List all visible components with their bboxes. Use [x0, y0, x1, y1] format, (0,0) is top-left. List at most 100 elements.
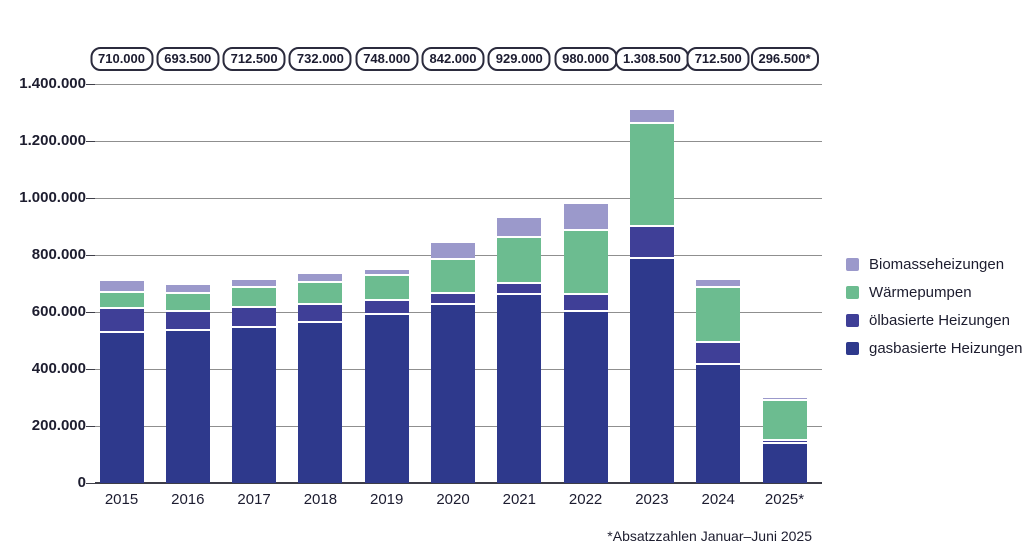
- y-grid-line: [95, 84, 822, 85]
- bar-segment-ölbasierte-2022: [563, 295, 608, 312]
- bar-segment-biomasseheizungen-2017: [232, 279, 277, 289]
- footnote: *Absatzzahlen Januar–Juni 2025: [607, 528, 812, 544]
- bar-segment-gasbasierte-2017: [232, 328, 277, 483]
- legend-label: ölbasierte Heizungen: [869, 312, 1010, 329]
- bar-segment-gasbasierte-2020: [431, 305, 475, 483]
- legend-swatch: [846, 258, 859, 271]
- bar-segment-ölbasierte-2020: [431, 293, 475, 306]
- bar-segment-biomasseheizungen-2024: [696, 279, 741, 288]
- bar-segment-wärmepumpen-2023: [629, 123, 674, 228]
- bar-segment-gasbasierte-2016: [165, 331, 210, 483]
- x-axis-line: [95, 482, 822, 484]
- bar-segment-ölbasierte-2015: [99, 308, 144, 333]
- bar-segment-gasbasierte-2019: [364, 314, 409, 483]
- bar-segment-wärmepumpen-2025: [762, 401, 807, 441]
- legend-swatch: [846, 314, 859, 327]
- x-tick-label-2025: 2025*: [764, 491, 805, 508]
- bar-segment-gasbasierte-2022: [563, 311, 608, 483]
- total-pill-2025: 296.500*: [750, 47, 819, 71]
- bar-segment-gasbasierte-2025: [762, 443, 807, 483]
- legend-label: Biomasseheizungen: [869, 256, 1005, 273]
- total-pill-2015: 710.000: [90, 47, 153, 71]
- legend-item: ölbasierte Heizungen: [846, 310, 1022, 331]
- legend: Biomasseheizungen Wärmepumpen ölbasierte H…: [846, 254, 1022, 366]
- y-grid-line: [95, 198, 822, 199]
- total-pill-2024: 712.500: [686, 47, 750, 71]
- bar-segment-wärmepumpen-2021: [497, 237, 542, 285]
- y-tick-mark: [86, 369, 95, 370]
- bar-segment-wärmepumpen-2022: [563, 230, 608, 296]
- bar-segment-gasbasierte-2015: [99, 332, 144, 483]
- bar-segment-ölbasierte-2023: [629, 227, 674, 259]
- y-tick-mark: [86, 255, 95, 256]
- bar-segment-gasbasierte-2023: [629, 258, 674, 483]
- bar-segment-biomasseheizungen-2021: [497, 218, 542, 238]
- y-tick-mark: [86, 312, 95, 313]
- y-tick-mark: [86, 141, 95, 142]
- legend-label: gasbasierte Heizungen: [869, 340, 1023, 357]
- bar-segment-wärmepumpen-2020: [431, 260, 475, 294]
- bar-segment-gasbasierte-2024: [696, 364, 741, 483]
- y-tick-mark: [86, 483, 95, 484]
- y-tick-label: 200.000: [31, 417, 86, 434]
- y-tick-mark: [86, 198, 95, 199]
- x-tick-label-2019: 2019: [370, 491, 404, 508]
- x-tick-label-2021: 2021: [502, 491, 536, 508]
- bar-segment-biomasseheizungen-2022: [563, 203, 608, 231]
- bar-segment-wärmepumpen-2024: [696, 287, 741, 343]
- bar-segment-wärmepumpen-2019: [364, 275, 409, 301]
- bar-segment-wärmepumpen-2016: [165, 294, 210, 312]
- y-tick-label: 800.000: [31, 246, 86, 263]
- bar-segment-ölbasierte-2019: [364, 300, 409, 315]
- bar-segment-wärmepumpen-2017: [232, 288, 277, 308]
- legend-item: Wärmepumpen: [846, 282, 1022, 303]
- x-tick-label-2024: 2024: [701, 491, 735, 508]
- y-tick-label: 1.200.000: [19, 132, 86, 149]
- total-pill-2017: 712.500: [222, 47, 286, 71]
- bar-segment-ölbasierte-2017: [232, 307, 277, 329]
- x-tick-label-2022: 2022: [568, 491, 603, 508]
- y-tick-label: 400.000: [31, 360, 86, 377]
- y-tick-label: 1.400.000: [19, 75, 86, 92]
- bar-segment-biomasseheizungen-2025: [762, 398, 807, 402]
- y-grid-line: [95, 141, 822, 142]
- bar-segment-biomasseheizungen-2015: [99, 280, 144, 293]
- bar-segment-gasbasierte-2021: [497, 295, 542, 483]
- total-pill-2020: 842.000: [421, 47, 485, 71]
- total-pill-2018: 732.000: [288, 47, 352, 71]
- legend-item: Biomasseheizungen: [846, 254, 1022, 275]
- bar-segment-ölbasierte-2018: [298, 304, 343, 323]
- legend-swatch: [846, 342, 859, 355]
- y-tick-label: 0: [77, 474, 86, 491]
- bar-segment-biomasseheizungen-2018: [298, 274, 343, 284]
- y-tick-mark: [86, 426, 95, 427]
- total-pill-2022: 980.000: [554, 47, 618, 71]
- total-pill-2021: 929.000: [487, 47, 551, 71]
- x-tick-label-2023: 2023: [635, 491, 669, 508]
- x-tick-label-2015: 2015: [104, 491, 139, 508]
- bar-segment-biomasseheizungen-2019: [364, 269, 409, 276]
- y-tick-label: 1.000.000: [19, 189, 86, 206]
- total-pill-2019: 748.000: [355, 47, 419, 71]
- total-pill-2016: 693.500: [156, 47, 220, 71]
- bar-segment-gasbasierte-2018: [298, 322, 343, 483]
- bar-segment-ölbasierte-2025: [762, 440, 807, 444]
- x-tick-label-2017: 2017: [237, 491, 271, 508]
- bar-segment-ölbasierte-2024: [696, 342, 741, 365]
- legend-item: gasbasierte Heizungen: [846, 338, 1022, 359]
- total-pill-2023: 1.308.500: [614, 47, 689, 71]
- x-tick-label-2020: 2020: [436, 491, 470, 508]
- bar-segment-biomasseheizungen-2016: [165, 285, 210, 295]
- legend-label: Wärmepumpen: [869, 284, 972, 301]
- y-tick-label: 600.000: [31, 303, 86, 320]
- legend-swatch: [846, 286, 859, 299]
- x-tick-label-2018: 2018: [303, 491, 338, 508]
- bar-segment-wärmepumpen-2018: [298, 283, 343, 305]
- bar-segment-wärmepumpen-2015: [99, 292, 144, 309]
- bar-segment-biomasseheizungen-2023: [629, 110, 674, 124]
- bar-segment-ölbasierte-2016: [165, 311, 210, 332]
- x-tick-label-2016: 2016: [171, 491, 205, 508]
- bar-segment-ölbasierte-2021: [497, 284, 542, 296]
- y-tick-mark: [86, 84, 95, 85]
